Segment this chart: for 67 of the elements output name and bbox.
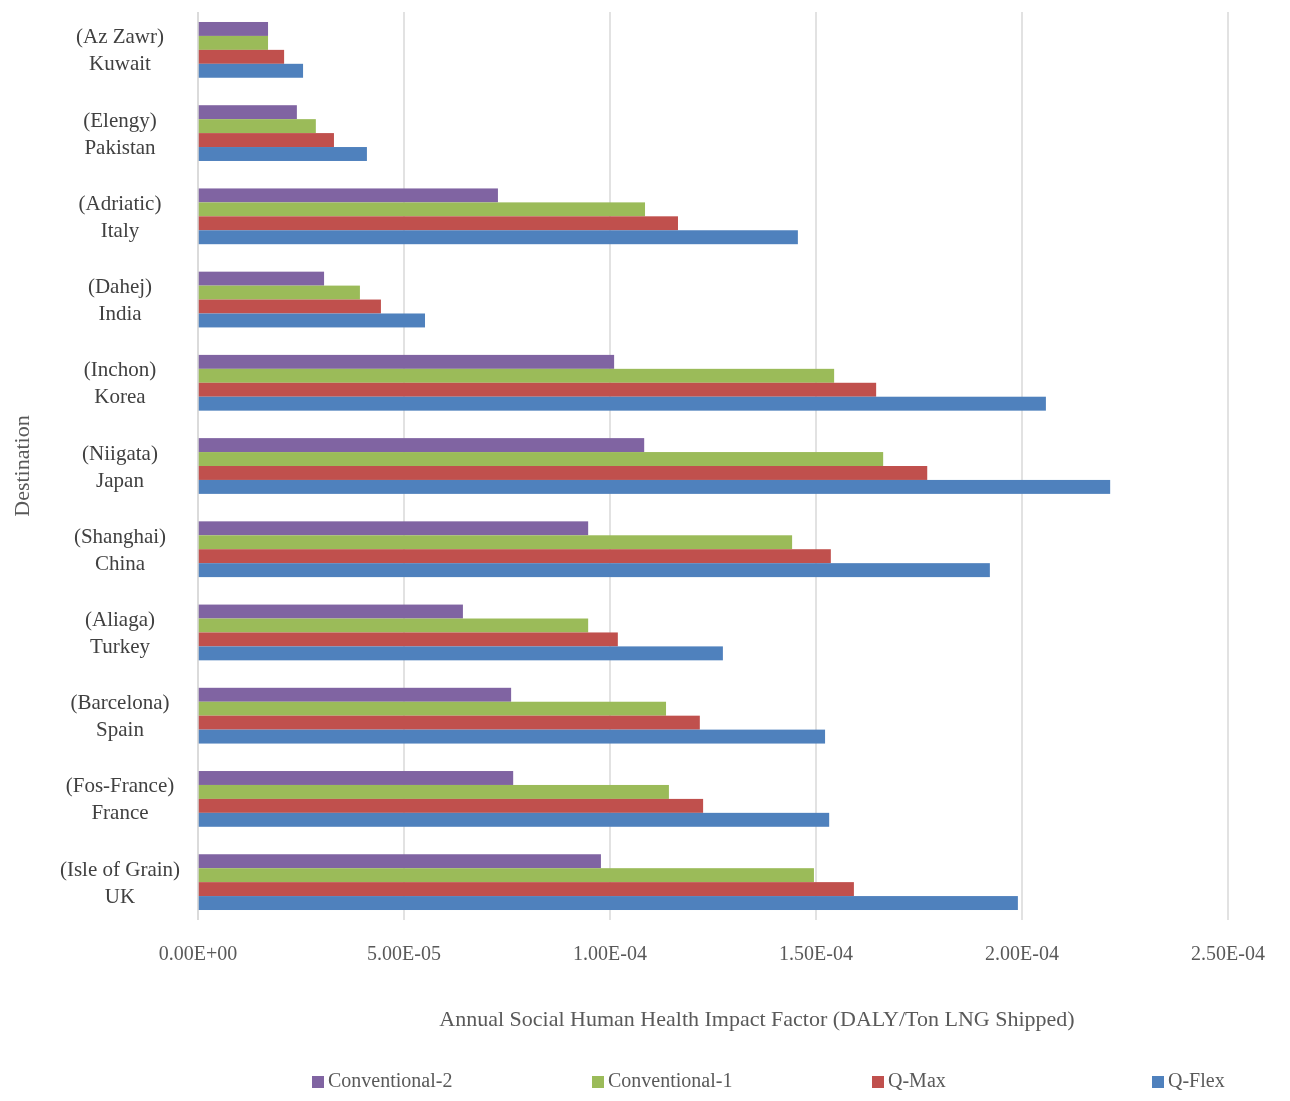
bar <box>198 105 297 120</box>
legend-label: Q-Flex <box>1168 1069 1225 1091</box>
bar <box>198 854 601 869</box>
bar <box>198 549 831 564</box>
y-tick-label: (Aliaga) Turkey <box>85 606 155 658</box>
bar <box>198 784 669 799</box>
y-tick-label: (Fos-France) France <box>65 773 175 825</box>
bar <box>198 868 814 883</box>
x-tick-label: 1.00E-04 <box>573 942 647 964</box>
x-tick-label: 1.50E-04 <box>779 942 853 964</box>
bar <box>198 216 678 231</box>
bar <box>198 563 990 578</box>
y-tick-label: (Isle of Grain) UK <box>59 856 181 908</box>
bar <box>198 285 360 300</box>
bar <box>198 119 316 134</box>
bar <box>198 35 269 50</box>
bar <box>198 63 304 78</box>
bar <box>198 771 514 785</box>
bar <box>198 21 269 36</box>
bar <box>198 618 589 633</box>
bar <box>198 382 877 397</box>
x-tick-label: 5.00E-05 <box>367 942 441 964</box>
y-tick-label: (Barcelona) Spain <box>70 690 170 742</box>
legend-label: Conventional-2 <box>328 1069 453 1091</box>
bar <box>198 271 325 286</box>
bar <box>198 452 884 466</box>
y-tick-label: (Az Zawr) Kuwait <box>75 24 165 76</box>
bar <box>198 882 854 897</box>
bar <box>198 188 498 203</box>
bar <box>198 701 667 716</box>
bar <box>198 798 704 813</box>
x-tick-label: 2.00E-04 <box>985 942 1059 964</box>
bar <box>198 396 1046 411</box>
bar <box>198 729 826 744</box>
bar <box>198 646 723 661</box>
bar <box>198 604 463 619</box>
y-tick-label: (Adriatic) Italy <box>78 190 162 242</box>
y-tick-label: (Shanghai) China <box>73 523 167 575</box>
bar <box>198 896 1018 911</box>
bar <box>198 354 615 369</box>
y-tick-label: (Dahej) India <box>87 274 153 326</box>
legend-label: Q-Max <box>888 1069 946 1091</box>
bar <box>198 230 798 245</box>
bar <box>198 521 589 536</box>
bar <box>198 438 645 453</box>
bar <box>198 202 646 217</box>
bar <box>198 687 512 702</box>
bar <box>198 535 793 550</box>
bar <box>198 49 285 64</box>
bar <box>198 368 835 383</box>
bar <box>198 147 367 161</box>
bar <box>198 812 830 827</box>
x-tick-label: 2.50E-04 <box>1191 942 1265 964</box>
y-tick-label: (Niigata) Japan <box>82 440 158 492</box>
y-axis-title: Destination <box>9 415 34 517</box>
bar <box>198 133 334 148</box>
bar <box>198 466 928 480</box>
legend-label: Conventional-1 <box>608 1069 733 1091</box>
bar <box>198 479 1111 494</box>
x-axis-title: Annual Social Human Health Impact Factor (DALY/Ton LNG Shipped) <box>439 1006 1075 1031</box>
y-tick-label: (Inchon) Korea <box>83 357 157 409</box>
x-tick-label: 0.00E+00 <box>158 942 238 964</box>
bar <box>198 299 381 314</box>
bar <box>198 715 700 730</box>
y-tick-label: (Elengy) Pakistan <box>83 107 157 159</box>
bar <box>198 313 426 328</box>
bar <box>198 632 618 647</box>
